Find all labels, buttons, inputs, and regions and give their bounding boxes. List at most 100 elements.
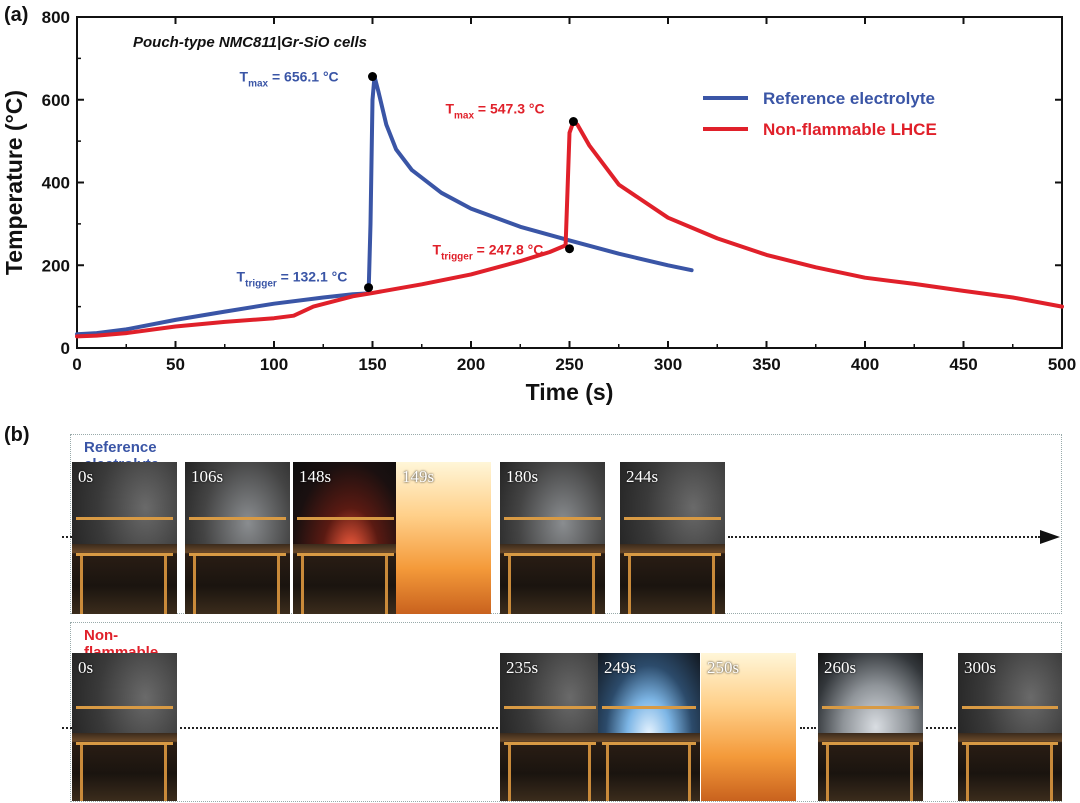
photo-frame: 0s (72, 462, 177, 614)
rig-leg (592, 556, 596, 614)
y-axis-label: Temperature (°C) (1, 90, 27, 275)
rig-rail (962, 706, 1058, 710)
chart-annotation-title: Pouch-type NMC811|Gr-SiO cells (133, 34, 367, 51)
rig-leg (1049, 744, 1053, 801)
x-tick-label: 150 (358, 355, 386, 374)
frame-time-label: 148s (299, 467, 332, 486)
rig-leg (588, 744, 591, 801)
rig-rail (822, 706, 919, 710)
x-tick-label: 400 (851, 355, 879, 374)
series-line-reference (75, 74, 694, 337)
photo-frame: 244s (620, 462, 725, 614)
data-marker (364, 283, 374, 293)
x-tick-label: 100 (260, 355, 288, 374)
rig-leg (193, 556, 197, 614)
temperature-chart: 0 50 100 150 200 250 300 350 400 450 500 0 200 400 600… (1, 8, 1076, 405)
x-tick-label: 200 (457, 355, 485, 374)
rig-rail (822, 741, 919, 745)
rig-leg (508, 556, 512, 614)
frame-time-label: 106s (191, 467, 224, 486)
y-tick-label: 0 (61, 339, 70, 358)
timeline-dots-gap-1 (800, 727, 816, 729)
rig-rail (624, 516, 721, 520)
y-tick-label: 200 (42, 256, 70, 275)
x-tick-label: 350 (752, 355, 780, 374)
photo-frame: 260s (818, 653, 923, 801)
data-marker (568, 117, 578, 127)
rig-rail (189, 516, 286, 520)
rig-leg (80, 556, 84, 614)
rig-leg (164, 556, 168, 614)
rig-rail (76, 553, 173, 557)
rig-leg (164, 744, 168, 801)
x-tick-label: 50 (166, 355, 185, 374)
frame-time-label: 249s (604, 658, 637, 677)
rig-rail (189, 553, 286, 557)
rig-rail (602, 741, 696, 745)
point-annotation: Tmax = 656.1 °C (240, 69, 339, 90)
y-tick-label: 600 (42, 91, 70, 110)
timeline-dots-lead-lhce (62, 727, 72, 729)
photo-frame: 300s (958, 653, 1062, 801)
rig-rail (297, 553, 394, 557)
photo-frame: 249s (598, 653, 700, 801)
photo-frame: 149s (396, 462, 491, 614)
rig-rail (504, 706, 596, 710)
rig-leg (628, 556, 632, 614)
rig-leg (606, 744, 610, 801)
legend-label: Reference electrolyte (763, 89, 935, 108)
frame-background (701, 653, 796, 801)
rig-rail (76, 706, 173, 710)
rig-leg (508, 744, 511, 801)
x-tick-label: 500 (1048, 355, 1076, 374)
rig-leg (687, 744, 691, 801)
timeline-dots-lhce (180, 727, 498, 729)
x-tick-label: 300 (654, 355, 682, 374)
rig-leg (301, 556, 305, 614)
y-tick-label: 800 (42, 8, 70, 27)
rig-leg (385, 556, 389, 614)
x-axis-label: Time (s) (526, 379, 614, 405)
rig-rail (504, 553, 601, 557)
rig-rail (297, 516, 394, 520)
rig-rail (624, 553, 721, 557)
rig-leg (712, 556, 716, 614)
frame-time-label: 180s (506, 467, 539, 486)
data-marker (565, 244, 574, 254)
rig-leg (910, 744, 914, 801)
photo-frame: 250s (701, 653, 796, 801)
rig-leg (80, 744, 84, 801)
rig-rail (76, 741, 173, 745)
x-tick-label: 250 (555, 355, 583, 374)
point-annotation: Ttrigger = 247.8 °C (433, 242, 544, 263)
timeline-dots-gap-2 (926, 727, 956, 729)
rig-leg (277, 556, 281, 614)
frame-background (396, 462, 491, 614)
photo-frame: 180s (500, 462, 605, 614)
frame-time-label: 300s (964, 658, 997, 677)
y-tick-label: 400 (42, 174, 70, 193)
x-tick-label: 450 (949, 355, 977, 374)
photo-frame: 235s (500, 653, 600, 801)
rig-leg (966, 744, 970, 801)
rig-rail (76, 516, 173, 520)
rig-leg (826, 744, 830, 801)
x-tick-label: 0 (72, 355, 81, 374)
timeline-dots-lead (62, 536, 72, 538)
photo-frame: 148s (293, 462, 398, 614)
series-line-lhce (75, 119, 1064, 339)
frame-time-label: 250s (707, 658, 740, 677)
frame-time-label: 0s (78, 467, 94, 486)
panel-a-label: (a) (4, 4, 29, 26)
frame-time-label: 0s (78, 658, 94, 677)
frame-time-label: 260s (824, 658, 857, 677)
rig-rail (504, 741, 596, 745)
frame-time-label: 235s (506, 658, 539, 677)
timeline-dots-reference (728, 536, 1040, 538)
photo-frame: 106s (185, 462, 290, 614)
point-annotation: Ttrigger = 132.1 °C (237, 269, 348, 290)
rig-rail (602, 706, 696, 710)
legend-label: Non-flammable LHCE (763, 120, 937, 139)
frame-time-label: 244s (626, 467, 659, 486)
photo-frame: 0s (72, 653, 177, 801)
